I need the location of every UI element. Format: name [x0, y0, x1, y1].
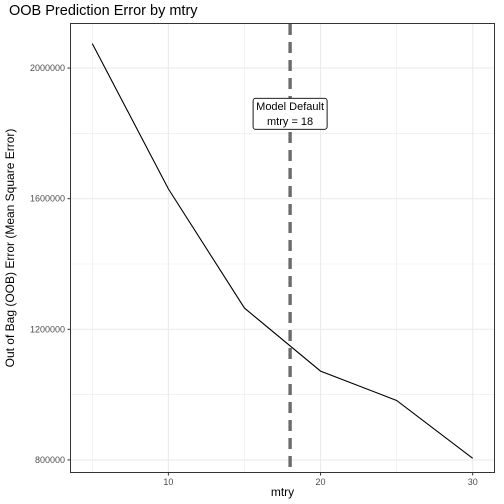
- x-axis-title: mtry: [271, 485, 294, 499]
- grid-major: [71, 24, 494, 472]
- annotation-group: Model Default mtry = 18: [252, 97, 328, 130]
- y-axis-title: Out of Bag (OOB) Error (Mean Square Erro…: [3, 129, 17, 368]
- chart-title: OOB Prediction Error by mtry: [9, 3, 198, 19]
- y-axis-ticks: 800000 1200000 1600000 2000000: [30, 63, 71, 465]
- annotation-text: mtry = 18: [267, 116, 313, 128]
- annotation-box: [252, 97, 328, 130]
- series-line: [91, 43, 474, 459]
- y-tick-label: 1200000: [30, 324, 65, 334]
- y-tick-label: 1600000: [30, 194, 65, 204]
- grid-minor: [71, 24, 494, 472]
- x-tick-label: 20: [316, 477, 326, 487]
- x-tick-label: 10: [163, 477, 173, 487]
- x-tick-label: 30: [468, 477, 478, 487]
- y-tick-label: 2000000: [30, 63, 65, 73]
- x-axis-ticks: 10 20 30: [163, 472, 478, 487]
- y-tick-label: 800000: [35, 455, 65, 465]
- panel-border: [70, 23, 495, 473]
- annotation-text: Model Default: [256, 101, 324, 113]
- series-group: [91, 43, 474, 459]
